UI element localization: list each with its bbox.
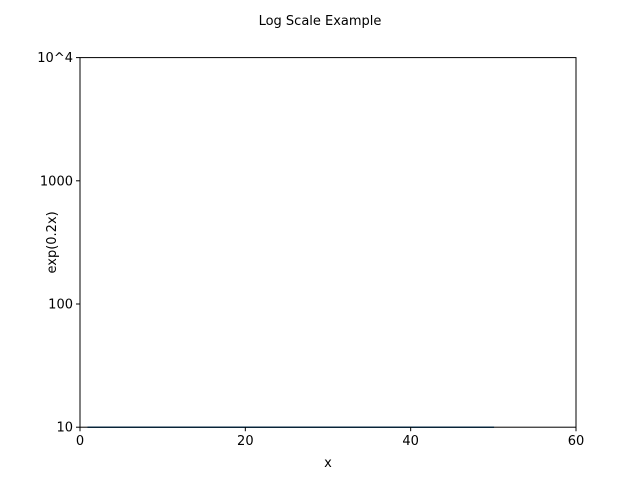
x-tick-label: 60 xyxy=(568,434,585,449)
y-tick-label: 1000 xyxy=(40,174,73,189)
x-tick-label: 20 xyxy=(237,434,254,449)
y-tick-label: 10^4 xyxy=(37,51,73,66)
x-tick-label: 0 xyxy=(76,434,84,449)
axes-layer: 0 20 40 60 10 100 1000 10^4 xyxy=(37,51,584,449)
y-tick-label: 100 xyxy=(48,298,73,313)
y-axis-label: exp(0.2x) xyxy=(45,211,60,273)
plot-area-frame xyxy=(79,57,577,428)
x-axis-label: x xyxy=(324,456,332,471)
x-tick-label: 40 xyxy=(402,434,419,449)
chart-title: Log Scale Example xyxy=(259,14,382,29)
y-tick-label: 10 xyxy=(56,421,73,436)
